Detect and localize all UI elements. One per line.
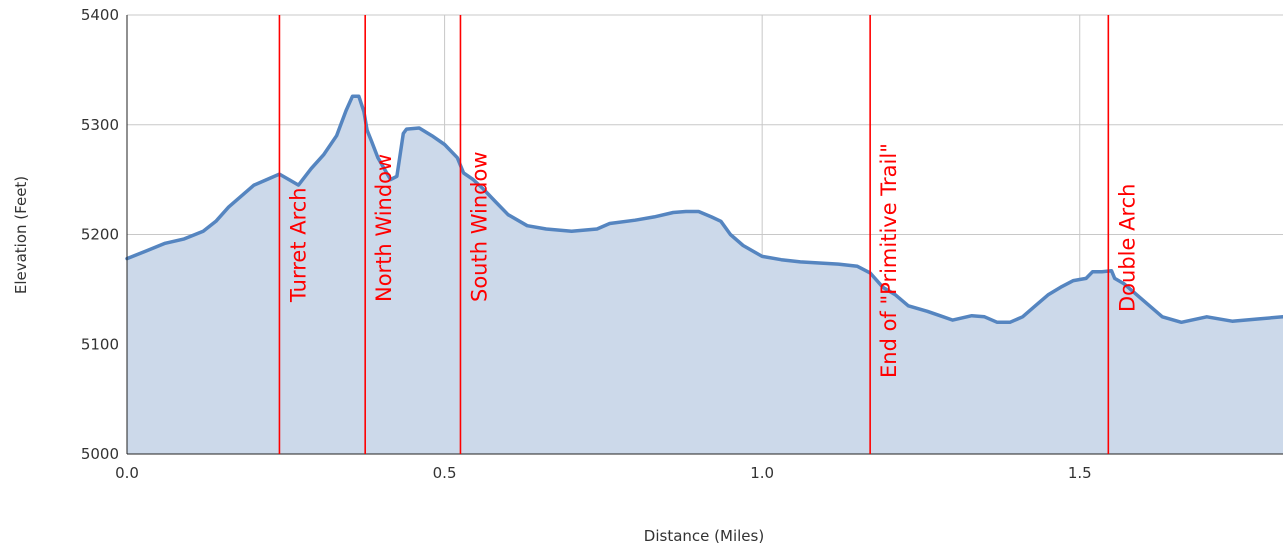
area-layer bbox=[125, 94, 1283, 454]
markers: Turret Arch North Window South Window End o… bbox=[278, 15, 1139, 454]
y-tick-label: 5200 bbox=[81, 226, 119, 244]
marker-label: End of "Primitive Trail" bbox=[877, 143, 901, 378]
marker-label: Turret Arch bbox=[286, 187, 310, 303]
y-tick-label: 5100 bbox=[81, 335, 119, 353]
x-tick-label: 0.0 bbox=[115, 464, 139, 482]
x-tick-label: 0.5 bbox=[433, 464, 457, 482]
y-axis-title: Elevation (Feet) bbox=[12, 176, 30, 294]
y-tick-label: 5400 bbox=[81, 6, 119, 24]
elevation-area bbox=[127, 96, 1283, 454]
x-tick-label: 1.0 bbox=[750, 464, 774, 482]
y-tick-label: 5300 bbox=[81, 116, 119, 134]
x-tick-label: 1.5 bbox=[1068, 464, 1092, 482]
y-tick-label: 5000 bbox=[81, 445, 119, 463]
marker-label: South Window bbox=[468, 151, 492, 302]
marker-label: North Window bbox=[372, 154, 396, 302]
marker-label: Double Arch bbox=[1115, 184, 1139, 312]
tick-labels: 5000 5100 5200 5300 5400 0.0 0.5 1.0 1.5 bbox=[81, 6, 1092, 482]
axes bbox=[126, 15, 1283, 455]
elevation-line bbox=[125, 94, 1283, 325]
x-axis-title: Distance (Miles) bbox=[644, 527, 764, 545]
